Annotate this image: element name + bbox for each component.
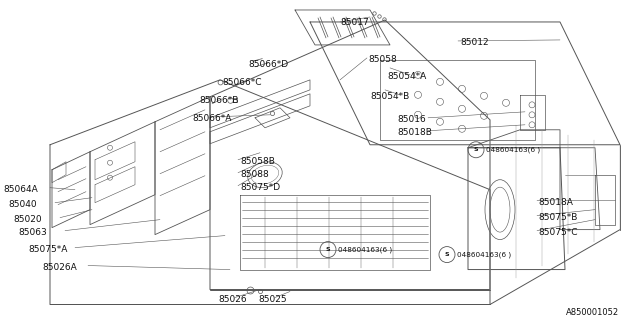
Text: 048604163(6 ): 048604163(6 ) [457, 251, 511, 258]
Text: 85066*C: 85066*C [222, 78, 262, 87]
Text: 85066*B: 85066*B [199, 96, 238, 105]
Text: 85088: 85088 [240, 170, 269, 179]
Text: S: S [474, 147, 478, 152]
Text: 85075*A: 85075*A [28, 244, 67, 253]
Text: 85026A: 85026A [42, 263, 77, 272]
Text: 85075*D: 85075*D [240, 183, 280, 192]
Text: 85020: 85020 [13, 215, 42, 224]
Text: 85017: 85017 [340, 18, 369, 27]
Text: 85063: 85063 [18, 228, 47, 236]
Text: S: S [326, 247, 330, 252]
Text: 85058B: 85058B [240, 157, 275, 166]
Text: 85054*B: 85054*B [370, 92, 409, 101]
Text: 85066*D: 85066*D [248, 60, 288, 69]
Text: 85075*C: 85075*C [538, 228, 577, 236]
Text: 85075*B: 85075*B [538, 213, 577, 222]
Text: 85018B: 85018B [397, 128, 432, 137]
Text: 85012: 85012 [460, 38, 488, 47]
Text: 048604163(6 ): 048604163(6 ) [338, 246, 392, 253]
Text: S: S [445, 252, 449, 257]
Text: 048604163(6 ): 048604163(6 ) [486, 147, 540, 153]
Text: 85026: 85026 [218, 294, 246, 303]
Text: 85040: 85040 [8, 200, 36, 209]
Text: 85018A: 85018A [538, 198, 573, 207]
Text: 85025: 85025 [258, 294, 287, 303]
Text: 85054*A: 85054*A [387, 72, 426, 81]
Text: 85016: 85016 [397, 115, 426, 124]
Text: 85058: 85058 [368, 55, 397, 64]
Text: 85064A: 85064A [3, 185, 38, 194]
Text: 85066*A: 85066*A [192, 114, 232, 123]
Text: A850001052: A850001052 [566, 308, 619, 317]
